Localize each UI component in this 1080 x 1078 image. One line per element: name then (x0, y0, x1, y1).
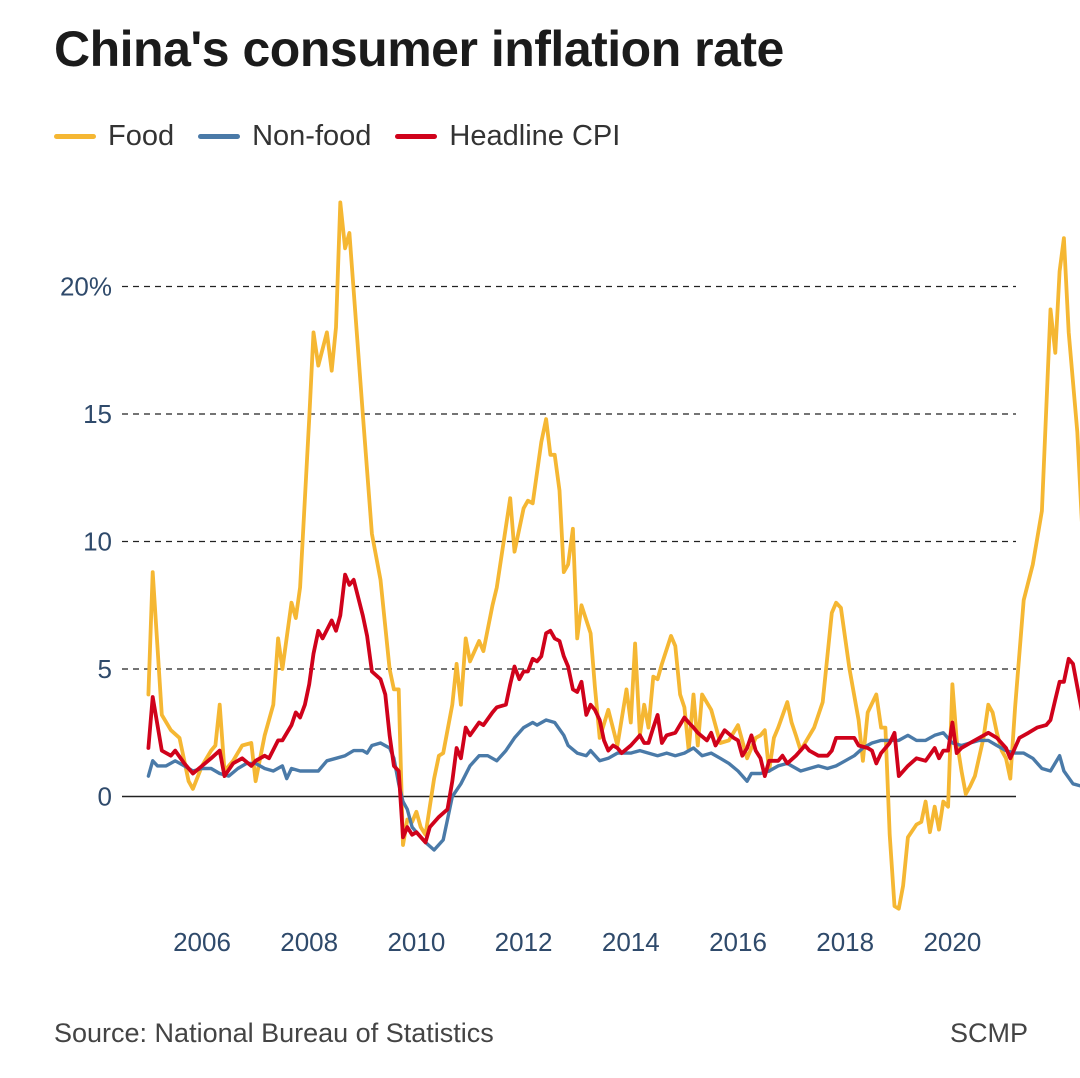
legend-item-food: Food (54, 120, 174, 153)
credit: SCMP (949, 1018, 1028, 1048)
chart-title: China's consumer inflation rate (54, 21, 784, 77)
series-line-food (146, 200, 1080, 911)
y-tick-label-10: 10 (83, 527, 112, 557)
legend-swatch-nonfood (198, 134, 241, 139)
y-tick-label-5: 5 (98, 654, 112, 684)
x-tick-label-2010: 2010 (387, 927, 445, 957)
x-tick-label-2006: 2006 (173, 927, 231, 957)
legend-item-nonfood: Non-food (198, 120, 371, 153)
series-line-headline (146, 572, 1080, 845)
x-tick-label-2008: 2008 (280, 927, 338, 957)
legend: Food Non-food Headline CPI (54, 120, 644, 153)
x-tick-label-2014: 2014 (602, 927, 660, 957)
x-tick-label-2018: 2018 (816, 927, 874, 957)
y-tick-label-15: 15 (83, 399, 112, 429)
legend-label-food: Food (108, 120, 175, 152)
x-tick-label-2016: 2016 (709, 927, 767, 957)
legend-swatch-food (54, 134, 96, 139)
legend-item-headline: Headline CPI (395, 120, 620, 153)
legend-label-headline: Headline CPI (449, 120, 621, 152)
legend-swatch-headline (395, 134, 438, 139)
source-note: Source: National Bureau of Statistics (54, 1018, 494, 1048)
series-line-nonfood (146, 718, 1080, 852)
y-tick-label-0: 0 (98, 782, 112, 812)
legend-label-nonfood: Non-food (252, 120, 372, 152)
x-tick-label-2012: 2012 (495, 927, 553, 957)
y-tick-label-20: 20% (60, 272, 112, 302)
x-tick-label-2020: 2020 (923, 927, 981, 957)
